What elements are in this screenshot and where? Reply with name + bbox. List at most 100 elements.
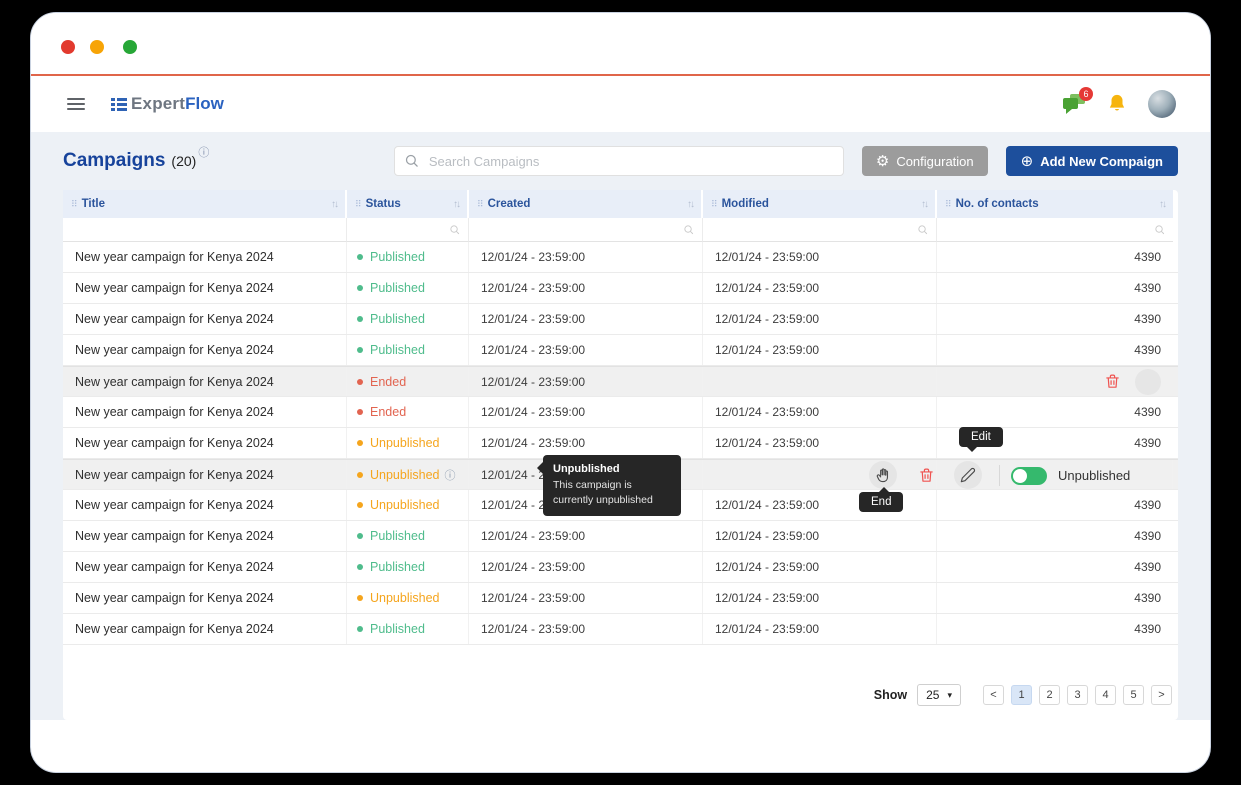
table-row[interactable]: New year campaign for Kenya 2024 Unpubli… [63,583,1178,614]
sort-icon[interactable]: ↑↓ [331,198,339,210]
table-row[interactable]: New year campaign for Kenya 2024 Publish… [63,273,1178,304]
filter-title[interactable] [63,218,347,242]
chat-icon[interactable]: 6 [1062,87,1093,114]
configuration-button[interactable]: ⚙ Configuration [861,146,988,176]
page-button-2[interactable]: 2 [1039,685,1060,705]
gear-icon: ⚙ [875,152,890,170]
sort-icon[interactable]: ↑↓ [453,198,461,210]
cell-modified: 12/01/24 - 23:59:00 [703,490,937,520]
logo-icon [111,97,127,111]
page-size-select[interactable]: 25 ▾ [917,684,961,706]
table-row[interactable]: New year campaign for Kenya 2024 Publish… [63,521,1178,552]
cell-created: 12/01/24 - 23:59:00 [469,242,703,272]
edit-tooltip: Edit [959,427,1003,452]
cell-created: 12/01/24 - 23:59:00 [469,428,703,458]
drag-handle-icon[interactable]: ⠿ [711,198,718,209]
cell-modified: 12/01/24 - 23:59:00 [703,335,937,365]
filter-created[interactable] [469,218,703,242]
delete-icon[interactable] [1104,373,1121,390]
cell-created: 12/01/24 - 23:59:00 [469,614,703,644]
app-window: Expert Flow 6 Campaigns [30,12,1211,773]
table-row-hovered[interactable]: New year campaign for Kenya 2024 Ended 1… [63,366,1178,397]
cell-created: 12/01/24 - 23:59:00 [469,304,703,334]
info-icon[interactable]: ⓘ [198,147,210,159]
end-campaign-button[interactable] [869,461,897,489]
filter-contacts[interactable] [937,218,1173,242]
cell-row-actions [937,367,1173,396]
filter-status[interactable] [347,218,469,242]
window-minimize-button[interactable] [90,40,104,54]
column-header-title[interactable]: ⠿ Title ↑↓ [63,190,347,218]
window-close-button[interactable] [61,40,75,54]
sort-icon[interactable]: ↑↓ [921,198,929,210]
cell-created: 12/01/24 - 23:59:00 [469,583,703,613]
info-icon[interactable]: ⓘ [444,469,456,482]
cell-contacts: 4390 [1134,405,1161,419]
status-badge: Published [347,242,469,272]
table-filter-row [63,218,1178,242]
page-button-3[interactable]: 3 [1067,685,1088,705]
sort-icon[interactable]: ↑↓ [1159,198,1167,210]
page-buttons: < 1 2 3 4 5 > [983,685,1172,705]
sort-icon[interactable]: ↑↓ [687,198,695,210]
drag-handle-icon[interactable]: ⠿ [355,198,362,209]
prev-page-button[interactable]: < [983,685,1004,705]
page-button-4[interactable]: 4 [1095,685,1116,705]
cell-title: New year campaign for Kenya 2024 [63,367,347,396]
page-size-label: Show [873,688,908,702]
table-row[interactable]: New year campaign for Kenya 2024 Publish… [63,552,1178,583]
status-badge: Published [347,335,469,365]
add-new-campaign-label: Add New Compaign [1040,153,1163,169]
cell-modified: 12/01/24 - 23:59:00 [703,242,937,272]
table-row[interactable]: New year campaign for Kenya 2024 Publish… [63,304,1178,335]
search-icon [918,225,928,235]
add-new-campaign-button[interactable]: ⊕ Add New Compaign [1005,146,1178,176]
cell-contacts: 4390 [1134,560,1161,574]
status-badge: Published [347,273,469,303]
page-size-value: 25 [926,688,940,702]
edit-campaign-button[interactable] [954,461,982,489]
configuration-label: Configuration [896,153,974,169]
drag-handle-icon[interactable]: ⠿ [477,198,484,209]
column-header-modified[interactable]: ⠿ Modified ↑↓ [703,190,937,218]
status-dot [357,533,363,539]
status-badge: Ended [347,367,469,396]
column-header-created[interactable]: ⠿ Created ↑↓ [469,190,703,218]
notifications-bell-icon[interactable] [1106,93,1128,115]
next-page-button[interactable]: > [1151,685,1172,705]
table-row[interactable]: New year campaign for Kenya 2024 Publish… [63,335,1178,366]
menu-icon[interactable] [67,98,85,110]
search-input[interactable] [393,146,844,176]
cell-contacts: 4390 [1134,622,1161,636]
filter-modified[interactable] [703,218,937,242]
status-badge: Unpublished [347,583,469,613]
tooltip-title: Unpublished [553,463,620,475]
cell-contacts: 4390 [1134,312,1161,326]
user-avatar[interactable] [1148,90,1176,118]
trash-icon [919,468,933,482]
cell-title: New year campaign for Kenya 2024 [63,428,347,458]
chat-unread-badge: 6 [1079,87,1093,101]
cell-contacts: 4390 [1134,250,1161,264]
delete-campaign-button[interactable] [912,461,940,489]
page-button-5[interactable]: 5 [1123,685,1144,705]
cell-modified: 12/01/24 - 23:59:00 [703,428,937,458]
drag-handle-icon[interactable]: ⠿ [945,198,952,209]
page-button-1[interactable]: 1 [1011,685,1032,705]
column-header-contacts[interactable]: ⠿ No. of contacts ↑↓ [937,190,1173,218]
hover-highlight-circle [1135,368,1161,395]
chevron-down-icon: ▾ [947,689,952,700]
column-header-status[interactable]: ⠿ Status ↑↓ [347,190,469,218]
publish-toggle[interactable] [1011,467,1047,485]
status-dot [357,626,363,632]
page-header: Campaigns (20) ⓘ ⚙ Configuration ⊕ Add N… [63,144,1178,178]
status-dot [357,440,363,446]
table-row[interactable]: New year campaign for Kenya 2024 Publish… [63,242,1178,273]
table-row[interactable]: New year campaign for Kenya 2024 Publish… [63,614,1178,645]
campaigns-table-panel: ⠿ Title ↑↓ ⠿ Status ↑↓ ⠿ Created ↑↓ [63,190,1178,720]
cell-modified: 12/01/24 - 23:59:00 [703,273,937,303]
drag-handle-icon[interactable]: ⠿ [71,198,78,209]
window-maximize-button[interactable] [123,40,137,54]
logo-text-expert: Expert [131,94,186,113]
table-row[interactable]: New year campaign for Kenya 2024 Ended 1… [63,397,1178,428]
